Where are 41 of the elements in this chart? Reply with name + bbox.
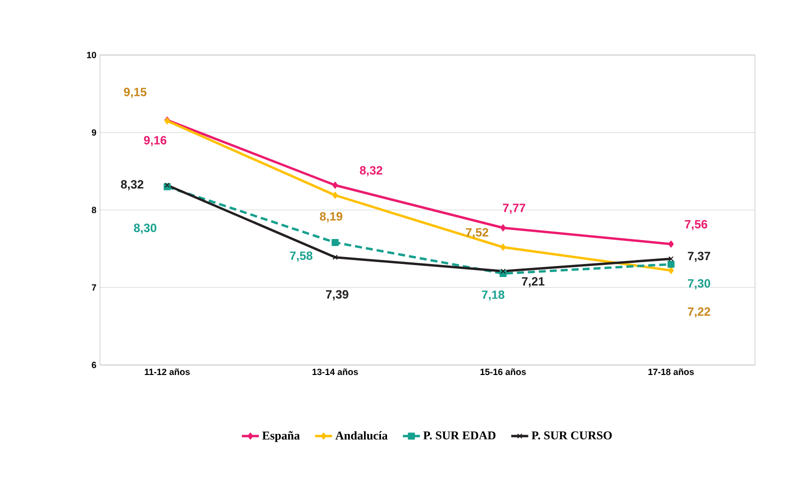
x-tick-label: 13-14 años xyxy=(312,368,358,376)
point xyxy=(668,266,674,274)
point xyxy=(500,224,506,232)
point xyxy=(332,254,338,260)
data-label: 7,37 xyxy=(688,252,710,262)
point xyxy=(332,239,339,246)
data-label: 7,18 xyxy=(482,290,504,301)
data-label: 7,22 xyxy=(688,307,710,318)
data-label: 8,30 xyxy=(134,224,156,234)
data-label: 7,56 xyxy=(684,220,708,230)
point xyxy=(332,192,338,199)
data-label: 8,32 xyxy=(120,180,144,190)
y-tick-label: 7 xyxy=(92,284,96,291)
data-label: 9,16 xyxy=(144,136,166,146)
legend-label: P. SUR CURSO xyxy=(532,431,612,440)
legend-label: Andalucía xyxy=(335,431,388,440)
x-tick-label: 17-18 años xyxy=(648,368,694,376)
data-label: 7,52 xyxy=(466,228,488,238)
x-tick-label: 11-12 años xyxy=(144,368,190,376)
data-label: 8,32 xyxy=(360,166,382,176)
data-label: 7,39 xyxy=(326,290,348,300)
data-label: 7,58 xyxy=(290,251,312,262)
data-label: 8,19 xyxy=(320,212,342,222)
point xyxy=(668,256,674,262)
point xyxy=(164,182,170,188)
point xyxy=(500,268,506,274)
legend-label: España xyxy=(262,431,300,442)
point xyxy=(500,244,506,251)
y-tick-label: 9 xyxy=(92,129,96,136)
y-tick-label: 10 xyxy=(87,52,96,58)
x-tick-label: 15-16 años xyxy=(480,368,526,376)
point xyxy=(668,260,675,268)
data-label: 7,21 xyxy=(522,277,544,288)
point xyxy=(668,240,674,248)
y-tick-label: 6 xyxy=(92,362,96,368)
data-label: 9,15 xyxy=(124,88,146,98)
legend-label: P. SUR EDAD xyxy=(423,431,496,440)
data-label: 7,77 xyxy=(502,204,526,214)
y-tick-label: 8 xyxy=(92,206,96,214)
data-label: 7,30 xyxy=(688,279,710,290)
point xyxy=(332,182,338,189)
